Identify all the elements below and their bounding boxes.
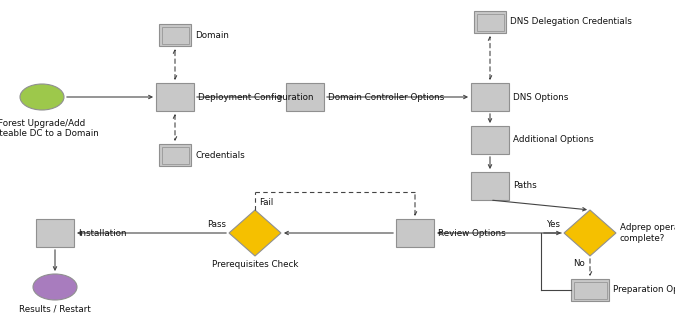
Text: Preparation Options: Preparation Options [613, 285, 675, 295]
FancyBboxPatch shape [571, 279, 609, 301]
FancyBboxPatch shape [471, 83, 509, 111]
Polygon shape [229, 210, 281, 256]
Text: Deployment Configuration: Deployment Configuration [198, 93, 313, 101]
Text: DNS Options: DNS Options [513, 93, 568, 101]
Text: Prerequisites Check: Prerequisites Check [212, 260, 298, 269]
Text: Adprep operations
complete?: Adprep operations complete? [620, 223, 675, 243]
FancyBboxPatch shape [159, 144, 191, 166]
Text: Forest Upgrade/Add
Writeable DC to a Domain: Forest Upgrade/Add Writeable DC to a Dom… [0, 119, 99, 138]
FancyBboxPatch shape [159, 24, 191, 46]
FancyBboxPatch shape [396, 219, 434, 247]
FancyBboxPatch shape [471, 126, 509, 154]
Text: No: No [573, 259, 585, 268]
FancyBboxPatch shape [474, 11, 506, 33]
FancyBboxPatch shape [471, 172, 509, 200]
Ellipse shape [33, 274, 77, 300]
Text: Results / Restart: Results / Restart [19, 304, 91, 313]
Text: Credentials: Credentials [195, 150, 245, 160]
Polygon shape [564, 210, 616, 256]
Text: Pass: Pass [207, 220, 226, 229]
Text: DNS Delegation Credentials: DNS Delegation Credentials [510, 18, 632, 26]
Text: Review Options: Review Options [438, 229, 506, 237]
Text: Additional Options: Additional Options [513, 136, 594, 144]
Text: Fail: Fail [259, 198, 273, 207]
FancyBboxPatch shape [36, 219, 74, 247]
Text: Yes: Yes [547, 220, 561, 229]
Text: Installation: Installation [78, 229, 126, 237]
Text: Paths: Paths [513, 181, 537, 191]
FancyBboxPatch shape [286, 83, 324, 111]
Text: Domain: Domain [195, 30, 229, 40]
FancyBboxPatch shape [156, 83, 194, 111]
Ellipse shape [20, 84, 64, 110]
Text: Domain Controller Options: Domain Controller Options [328, 93, 444, 101]
